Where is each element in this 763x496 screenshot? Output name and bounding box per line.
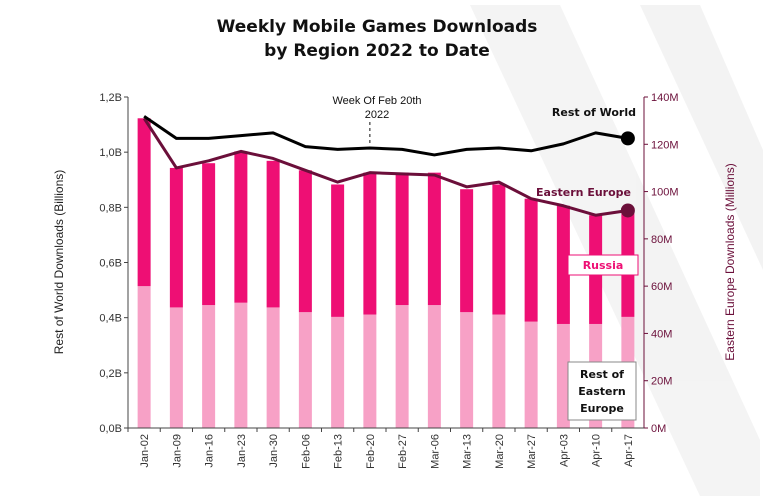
watermark xyxy=(470,5,763,496)
line-rest-of-world xyxy=(143,115,629,157)
y-left-tick-label: 0,6B xyxy=(99,258,122,270)
x-tick-label: Jan-30 xyxy=(268,434,280,468)
bar-russia-Mar-13 xyxy=(460,189,474,313)
x-tick-label: Jan-09 xyxy=(171,434,183,468)
bar-rest-ee-Jan-02 xyxy=(137,286,151,428)
y-left-tick-label: 1,0B xyxy=(99,147,122,159)
label-rest-ee-3: Europe xyxy=(580,402,624,415)
bar-russia-Mar-06 xyxy=(427,172,441,306)
x-tick-label: Mar-06 xyxy=(429,434,441,469)
bar-rest-ee-Jan-09 xyxy=(169,307,183,428)
y-left-tick-label: 0,2B xyxy=(99,368,122,380)
y-right-tick-label: 0M xyxy=(651,423,666,435)
y-right-tick-label: 60M xyxy=(651,281,672,293)
y-left-tick-label: 0,0B xyxy=(99,423,122,435)
x-tick-label: Feb-13 xyxy=(333,434,345,469)
annotation: Week Of Feb 20th 2022 xyxy=(332,95,422,146)
x-tick-label: Feb-20 xyxy=(365,434,377,469)
y-left-tick-label: 0,4B xyxy=(99,313,122,325)
bar-russia-Jan-23 xyxy=(234,151,248,303)
y-right-tick-label: 20M xyxy=(651,376,672,388)
annotation-line1: Week Of Feb 20th xyxy=(332,95,421,107)
x-tick-label: Jan-16 xyxy=(204,434,216,468)
label-russia-box: Russia xyxy=(567,254,639,276)
x-tick-label: Apr-10 xyxy=(591,434,603,467)
bar-russia-Jan-09 xyxy=(169,167,183,308)
bars xyxy=(137,118,635,428)
bar-russia-Feb-13 xyxy=(331,184,345,317)
annotation-line2: 2022 xyxy=(365,109,389,121)
x-tick-label: Mar-20 xyxy=(494,434,506,469)
y-left-tick-label: 0,8B xyxy=(99,202,122,214)
label-rest-ee-2: Eastern xyxy=(578,385,625,398)
bar-rest-ee-Feb-13 xyxy=(331,316,345,428)
label-rest-ee-1: Rest of xyxy=(580,368,624,381)
bar-russia-Jan-30 xyxy=(266,160,280,308)
x-tick-label: Apr-17 xyxy=(623,434,635,467)
bar-rest-ee-Apr-03 xyxy=(556,323,570,428)
bar-rest-ee-Mar-27 xyxy=(524,321,538,428)
y-left-tick-label: 1,2B xyxy=(99,92,122,104)
x-tick-label: Mar-27 xyxy=(526,434,538,469)
bar-rest-ee-Jan-30 xyxy=(266,307,280,428)
x-tick-label: Jan-23 xyxy=(236,434,248,468)
bar-russia-Feb-20 xyxy=(363,172,377,315)
bar-russia-Feb-06 xyxy=(298,170,312,313)
x-tick-label: Feb-27 xyxy=(397,434,409,469)
x-tick-label: Feb-06 xyxy=(300,434,312,469)
bar-rest-ee-Jan-23 xyxy=(234,302,248,428)
bar-rest-ee-Jan-16 xyxy=(202,305,216,428)
y-right-title: Eastern Europe Downloads (Millions) xyxy=(723,163,737,360)
bar-rest-ee-Mar-20 xyxy=(492,314,506,428)
bar-russia-Mar-20 xyxy=(492,184,506,315)
label-eastern-europe: Eastern Europe xyxy=(536,186,631,199)
y-right-tick-label: 80M xyxy=(651,234,672,246)
bar-rest-ee-Mar-13 xyxy=(460,312,474,428)
bar-russia-Mar-27 xyxy=(524,198,538,322)
y-right-tick-label: 120M xyxy=(651,139,679,151)
label-rest-ee-box: Rest of Eastern Europe xyxy=(567,361,637,421)
y-right-tick-label: 100M xyxy=(651,187,679,199)
y-right-tick-label: 140M xyxy=(651,92,679,104)
label-rest-of-world: Rest of World xyxy=(552,106,636,119)
bar-russia-Apr-03 xyxy=(556,205,570,324)
bar-russia-Jan-02 xyxy=(137,118,151,287)
bar-russia-Feb-27 xyxy=(395,172,409,306)
bar-rest-ee-Mar-06 xyxy=(427,305,441,428)
bar-russia-Jan-16 xyxy=(202,163,216,306)
y-left-title: Rest of World Downloads (Billions) xyxy=(52,170,66,355)
x-tick-label: Apr-03 xyxy=(558,434,570,467)
chart-subtitle: by Region 2022 to Date xyxy=(264,41,490,61)
bar-rest-ee-Feb-20 xyxy=(363,314,377,428)
bar-rest-ee-Feb-06 xyxy=(298,312,312,428)
chart-title: Weekly Mobile Games Downloads xyxy=(217,17,538,37)
line-eastern-europe xyxy=(142,117,629,217)
lines xyxy=(142,115,635,218)
y-right-tick-label: 40M xyxy=(651,328,672,340)
label-russia: Russia xyxy=(583,259,624,272)
axes: 0,0B 0,2B 0,4B 0,6B 0,8B 1,0B 1,2B 0M 20M 40M 60M 8… xyxy=(99,92,678,469)
bar-rest-ee-Feb-27 xyxy=(395,305,409,428)
x-tick-label: Mar-13 xyxy=(462,434,474,469)
marker-eastern-europe-end xyxy=(620,203,635,218)
marker-rest-of-world-end xyxy=(620,131,635,146)
x-tick-label: Jan-02 xyxy=(139,434,151,468)
